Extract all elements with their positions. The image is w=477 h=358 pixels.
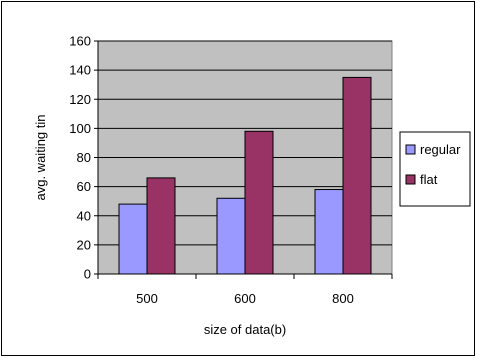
x-tick-label: 500 — [136, 291, 158, 306]
y-tick-label: 20 — [77, 237, 91, 252]
y-tick-label: 80 — [77, 150, 91, 165]
y-tick-label: 60 — [77, 179, 91, 194]
legend-label-regular: regular — [420, 142, 461, 157]
legend: regular flat — [399, 131, 471, 207]
bar-regular-800 — [314, 189, 344, 275]
legend-box — [399, 131, 471, 207]
y-tick-label: 120 — [69, 92, 91, 107]
y-tick-label: 100 — [69, 121, 91, 136]
y-tick-label: 140 — [69, 63, 91, 78]
x-tick-label: 800 — [332, 291, 354, 306]
legend-swatch-regular — [405, 144, 416, 155]
legend-swatch-flat — [405, 174, 416, 185]
bar-regular-600 — [216, 197, 246, 275]
y-tick-label: 0 — [84, 267, 91, 282]
y-ticks: 0 20 40 60 80 100 120 140 160 — [69, 34, 98, 282]
bar-regular-500 — [118, 203, 148, 275]
bar-flat-500 — [146, 177, 176, 275]
x-axis-title: size of data(b) — [204, 322, 286, 337]
bars — [118, 76, 372, 275]
y-tick-label: 160 — [69, 34, 91, 49]
legend-label-flat: flat — [420, 172, 438, 187]
x-ticks: 500 600 800 — [97, 274, 393, 306]
y-tick-label: 40 — [77, 208, 91, 223]
y-axis-title: avg. waiting tin — [33, 115, 48, 201]
bar-flat-600 — [244, 130, 274, 275]
bar-flat-800 — [342, 76, 372, 275]
x-tick-label: 600 — [234, 291, 256, 306]
